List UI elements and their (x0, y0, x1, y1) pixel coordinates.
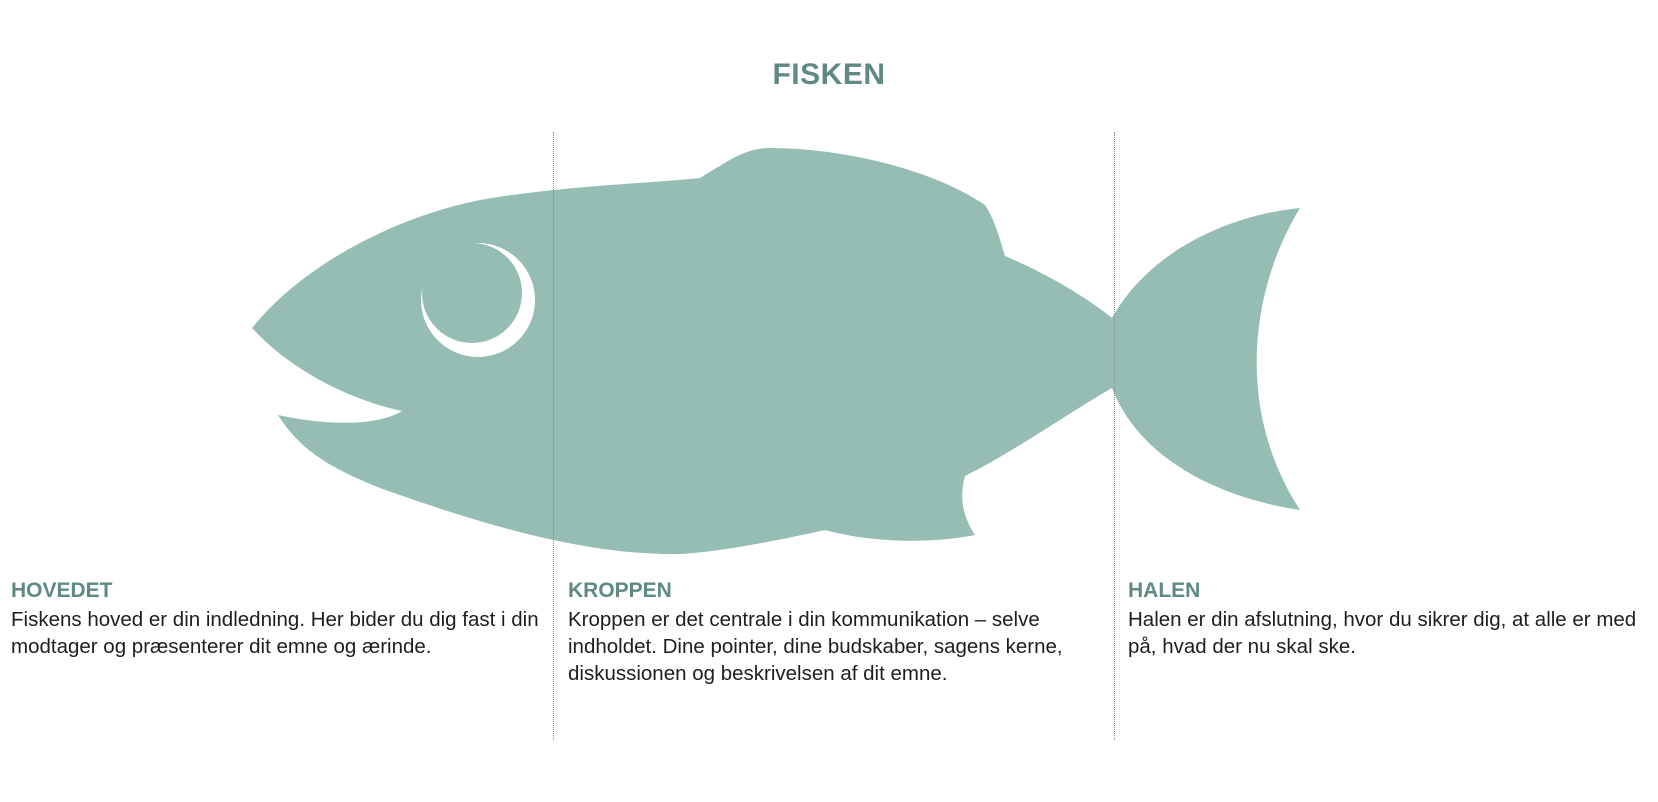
section-body: KROPPEN Kroppen er det centrale i din ko… (568, 578, 1083, 687)
section-head-text: Fiskens hoved er din indledning. Her bid… (11, 608, 539, 658)
diagram-title: FISKEN (772, 58, 886, 91)
divider-body-tail (1114, 132, 1115, 740)
section-head-heading: HOVEDET (11, 579, 113, 602)
fish-eye-pupil (422, 243, 522, 343)
section-head: HOVEDET Fiskens hoved er din indledning.… (11, 578, 546, 660)
section-body-text: Kroppen er det centrale i din kommunikat… (568, 608, 1063, 685)
fish-body (252, 148, 1112, 555)
section-body-heading: KROPPEN (568, 579, 672, 602)
fish-tail (1112, 208, 1300, 510)
section-tail: HALEN Halen er din afslutning, hvor du s… (1128, 578, 1653, 660)
divider-head-body (553, 132, 554, 740)
section-tail-heading: HALEN (1128, 579, 1201, 602)
section-tail-text: Halen er din afslutning, hvor du sikrer … (1128, 608, 1637, 658)
